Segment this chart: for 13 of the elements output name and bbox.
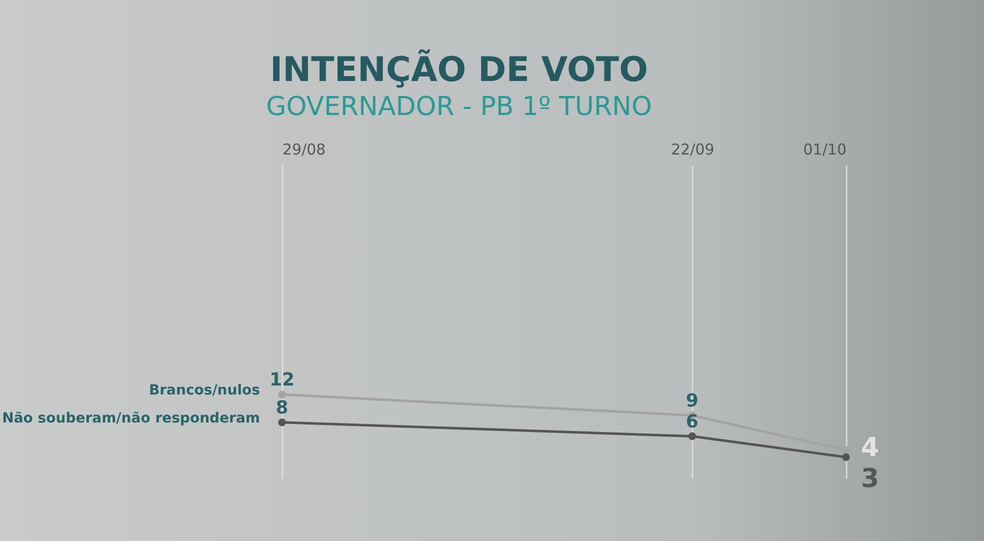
data-label: 9 (686, 390, 698, 412)
data-label: 3 (860, 464, 880, 494)
chart-subtitle: GOVERNADOR - PB 1º TURNO (266, 92, 652, 122)
data-label: 8 (276, 397, 288, 418)
data-label: 12 (269, 370, 295, 391)
x-tick-label: 01/10 (803, 140, 846, 158)
series-label: Não souberam/não responderam (2, 410, 260, 426)
x-tick-label: 29/08 (282, 140, 326, 158)
series-label: Brancos/nulos (148, 382, 260, 399)
chart-title: INTENÇÃO DE VOTO (270, 49, 648, 90)
data-label: 6 (686, 411, 698, 432)
data-label: 4 (860, 433, 880, 464)
x-tick-label: 22/09 (671, 140, 714, 158)
